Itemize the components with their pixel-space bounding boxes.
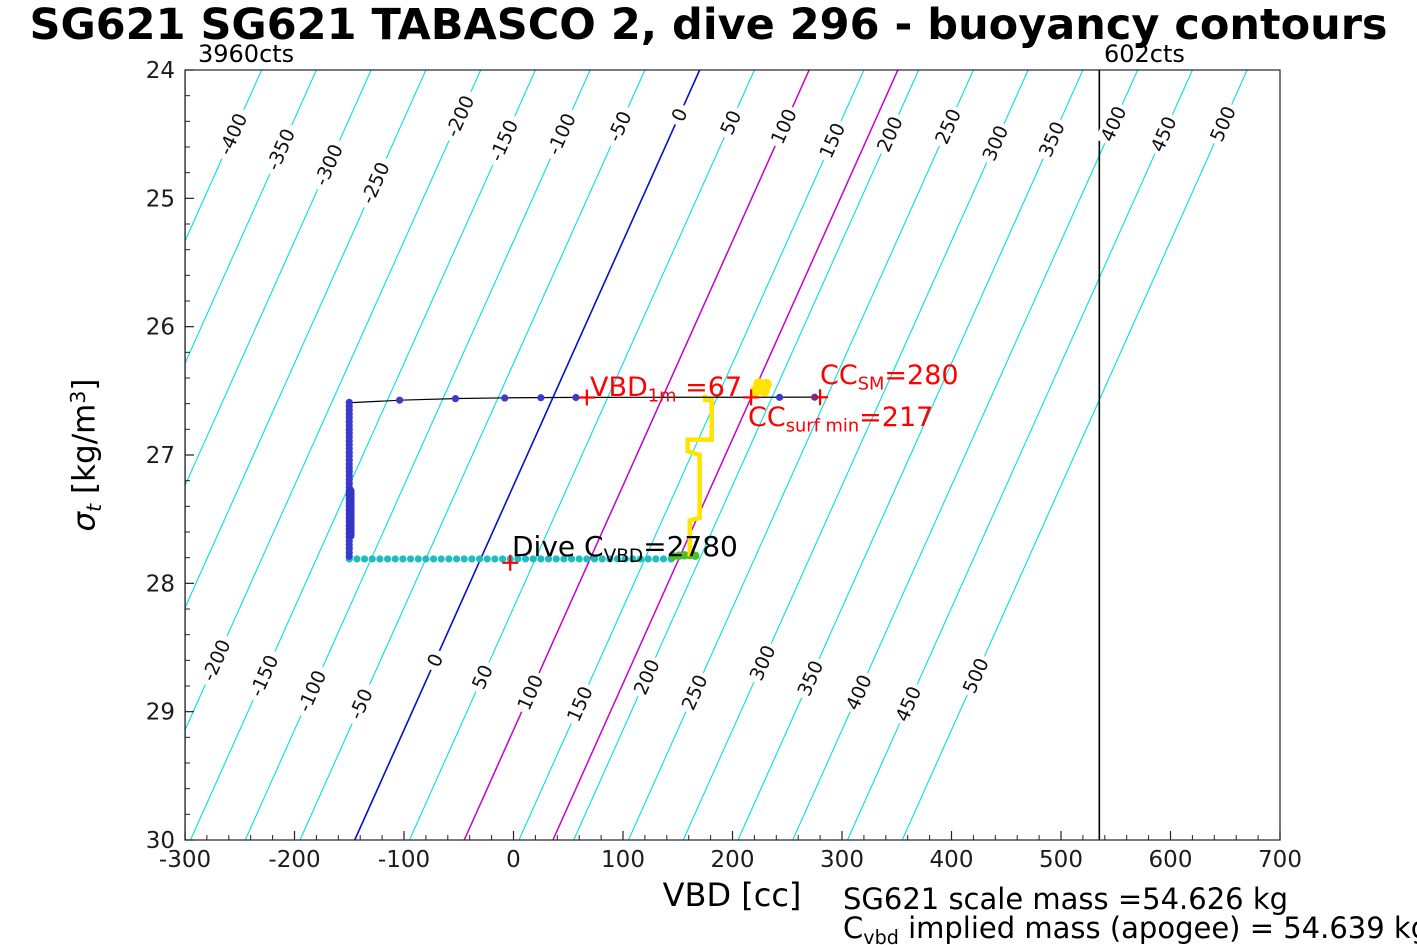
surface-trace [349, 396, 821, 404]
implied-mass-pre: C [843, 911, 864, 945]
svg-text:-350: -350 [262, 126, 300, 174]
svg-text:-300: -300 [310, 141, 348, 189]
plot-title: SG621 SG621 TABASCO 2, dive 296 - buoyan… [29, 0, 1388, 50]
y-axis-label-sigma: σ [66, 511, 103, 532]
climb-trace [685, 394, 714, 557]
svg-text:-250: -250 [357, 159, 395, 207]
axes: -300 -200 -100 0 100 200 300 400 500 600 700 24 25 26… [146, 58, 1302, 873]
contour-labels: -400 -350 -300 -250-200-150 -100 -50 0 50 100 150… [195, 87, 1242, 728]
svg-text:27: 27 [146, 443, 175, 469]
svg-text:28: 28 [146, 571, 175, 597]
svg-text:200: 200 [711, 847, 755, 873]
implied-mass-sub: vbd [863, 926, 899, 945]
svg-text:-100: -100 [294, 667, 332, 715]
annotation-cc-sm-sub: SM [857, 373, 885, 395]
annotation-vbd-1m-value: =67 [676, 372, 743, 403]
annotation-cc-surf-min-pre: CC [748, 402, 786, 433]
svg-text:100: 100 [601, 847, 645, 873]
y-axis-label: σt [kg/m3] [66, 378, 106, 531]
svg-text:300: 300 [820, 847, 864, 873]
svg-text:-200: -200 [198, 636, 236, 684]
svg-text:29: 29 [146, 700, 175, 726]
scale-mass-text: SG621 scale mass =54.626 kg [843, 882, 1289, 916]
svg-text:30: 30 [146, 828, 175, 854]
svg-text:-200: -200 [268, 847, 320, 873]
svg-text:0: 0 [506, 847, 521, 873]
right-counts-label: 602cts [1104, 40, 1185, 68]
annotation-dive-cvbd-value: =2780 [643, 530, 738, 563]
implied-mass-value: implied mass (apogee) = 54.639 kg [898, 911, 1417, 945]
svg-text:-100: -100 [543, 110, 581, 158]
svg-text:25: 25 [146, 186, 175, 212]
svg-text:400: 400 [930, 847, 974, 873]
annotation-cc-sm-pre: CC [820, 360, 858, 391]
x-axis-label: VBD [cc] [662, 876, 802, 914]
implied-mass-text: Cvbd implied mass (apogee) = 54.639 kg [843, 911, 1417, 945]
annotation-cc-sm-value: =280 [884, 360, 959, 391]
svg-text:-150: -150 [246, 652, 284, 700]
annotation-dive-cvbd-sub: VBD [603, 545, 644, 567]
annotation-dive-cvbd: Dive CVBD=2780 [512, 530, 738, 567]
annotation-vbd-1m-sub: 1m [647, 385, 677, 407]
left-counts-label: 3960cts [198, 40, 295, 68]
svg-text:-150: -150 [485, 117, 523, 165]
svg-text:700: 700 [1258, 847, 1302, 873]
svg-text:-400: -400 [215, 110, 253, 158]
y-axis-label-exponent: 3 [66, 390, 91, 404]
annotation-vbd-1m-pre: VBD [590, 372, 648, 403]
svg-text:-100: -100 [378, 847, 430, 873]
annotation-vbd-1m: VBD1m =67 [590, 372, 742, 407]
annotation-cc-surf-min-value: =217 [859, 402, 934, 433]
svg-text:500: 500 [1039, 847, 1083, 873]
svg-text:26: 26 [146, 315, 175, 341]
y-axis-label-sub: t [81, 503, 106, 512]
y-axis-label-close: ] [66, 378, 103, 391]
annotation-cc-surf-min-sub: surf min [785, 415, 860, 437]
svg-text:600: 600 [1149, 847, 1193, 873]
annotation-dive-cvbd-pre: Dive C [512, 530, 604, 563]
svg-text:-200: -200 [442, 92, 480, 140]
dive-track [345, 378, 829, 571]
y-axis-label-units: [kg/m [66, 403, 103, 504]
annotation-cc-surf-min: CCsurf min=217 [748, 402, 933, 437]
svg-text:-300: -300 [159, 847, 211, 873]
svg-text:24: 24 [146, 58, 175, 84]
annotation-cc-sm: CCSM=280 [820, 360, 959, 395]
